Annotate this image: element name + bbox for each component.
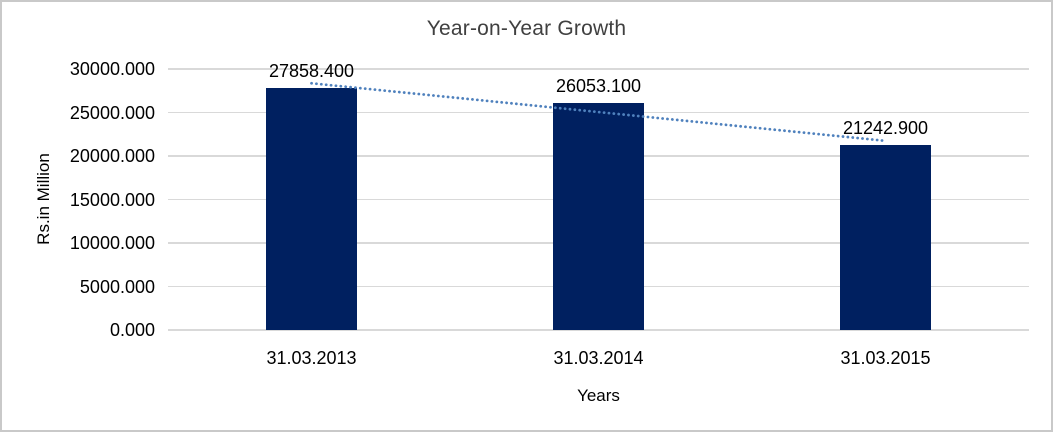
chart-title: Year-on-Year Growth — [426, 17, 627, 40]
x-axis-line — [168, 329, 1029, 331]
bar — [840, 145, 931, 330]
bar-value-label: 27858.400 — [268, 60, 355, 81]
y-tick-label: 10000.000 — [69, 233, 155, 253]
bar — [266, 87, 357, 330]
x-tick-label: 31.03.2013 — [266, 348, 357, 368]
bar-value-label: 21242.900 — [842, 118, 929, 139]
x-tick-label: 31.03.2014 — [553, 348, 644, 368]
y-tick-label: 20000.000 — [69, 146, 155, 166]
bar-value-label: 26053.100 — [555, 76, 642, 97]
y-tick-label: 25000.000 — [69, 102, 155, 123]
gridline — [168, 68, 1029, 70]
bar — [553, 103, 644, 330]
x-axis-title: Years — [577, 386, 620, 405]
y-tick-label: 5000.000 — [79, 276, 155, 297]
y-tick-label: 0.000 — [109, 320, 155, 340]
y-tick-label: 15000.000 — [69, 189, 155, 210]
y-tick-label: 30000.000 — [69, 59, 155, 79]
x-tick-label: 31.03.2015 — [840, 348, 931, 368]
